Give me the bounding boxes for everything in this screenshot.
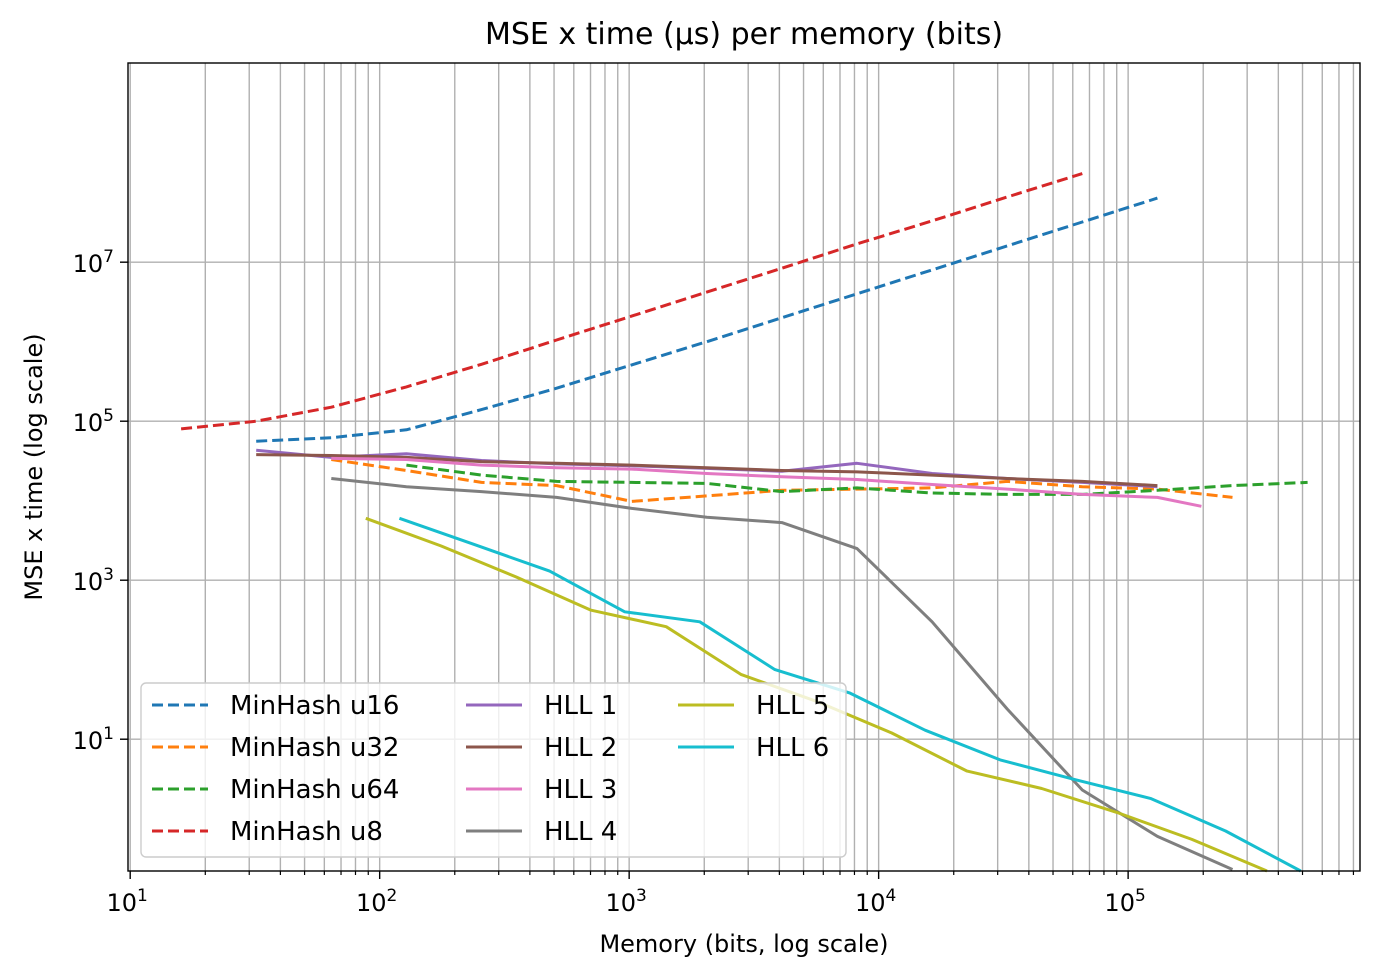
x-tick-label: 101 <box>107 886 148 917</box>
legend-label: HLL 2 <box>544 733 617 763</box>
x-axis-label: Memory (bits, log scale) <box>599 930 888 958</box>
legend: MinHash u16 MinHash u32 MinHash u64 MinHash… <box>140 682 847 858</box>
series-line-minhash-u64 <box>406 463 1308 496</box>
series-layer <box>180 172 1308 873</box>
chart-title: MSE x time (µs) per memory (bits) <box>485 17 1003 52</box>
legend-label: HLL 4 <box>544 817 617 847</box>
legend-label: HLL 6 <box>756 733 829 763</box>
y-tick-label: 105 <box>73 406 114 437</box>
ticks: 101 102 103 104 105 101 103 105 107 <box>73 247 1355 917</box>
x-tick-label: 105 <box>1104 886 1145 917</box>
y-tick-label: 103 <box>73 565 114 596</box>
series-line-minhash-u8 <box>180 172 1083 431</box>
x-tick-label: 103 <box>605 886 646 917</box>
series-line-hll-3 <box>331 456 1202 508</box>
legend-label: MinHash u8 <box>230 817 383 847</box>
series-line-minhash-u16 <box>256 196 1158 443</box>
x-tick-label: 102 <box>356 886 397 917</box>
series-line-hll-6 <box>398 516 1302 873</box>
legend-label: HLL 5 <box>756 691 829 721</box>
legend-box <box>140 682 847 858</box>
series-line-hll-2 <box>256 453 1158 488</box>
legend-label: HLL 3 <box>544 775 617 805</box>
legend-label: HLL 1 <box>544 691 617 721</box>
y-tick-label: 107 <box>73 247 114 278</box>
legend-label: MinHash u32 <box>230 733 399 763</box>
y-axis-label: MSE x time (log scale) <box>20 333 48 600</box>
y-tick-label: 101 <box>73 724 114 755</box>
plot-frame <box>127 62 1361 872</box>
legend-label: MinHash u64 <box>230 775 399 805</box>
x-tick-label: 104 <box>855 886 896 917</box>
series-line-hll-4 <box>331 477 1234 871</box>
legend-label: MinHash u16 <box>230 691 399 721</box>
